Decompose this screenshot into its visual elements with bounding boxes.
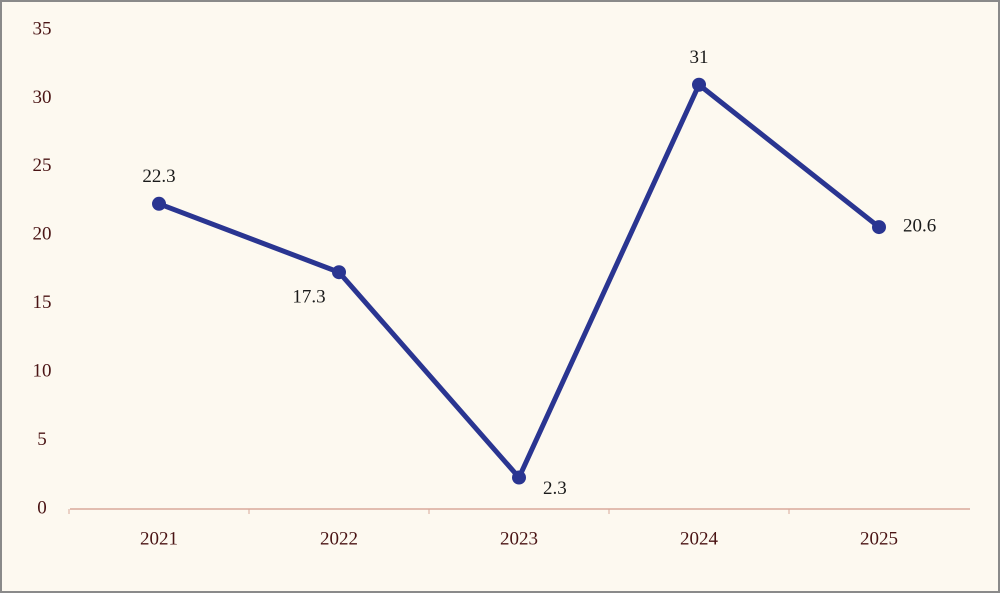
y-tick-label: 35: [33, 18, 52, 39]
marker: [152, 196, 166, 211]
marker: [872, 220, 886, 235]
data-label: 22.3: [142, 166, 175, 187]
marker: [332, 265, 346, 280]
marker: [512, 470, 526, 485]
y-tick-label: 0: [37, 497, 47, 518]
x-tick-label: 2025: [860, 528, 898, 549]
data-label: 17.3: [292, 287, 325, 308]
data-label: 31: [690, 47, 709, 68]
x-tick-label: 2022: [320, 528, 358, 549]
y-tick-label: 5: [37, 429, 47, 450]
y-tick-label: 20: [33, 224, 52, 245]
marker: [692, 77, 706, 92]
y-tick-label: 10: [33, 361, 52, 382]
x-tick-label: 2021: [140, 528, 178, 549]
y-tick-label: 15: [33, 292, 52, 313]
x-tick-label: 2023: [500, 528, 538, 549]
data-label: 2.3: [543, 478, 567, 499]
data-label: 20.6: [903, 215, 936, 236]
y-tick-label: 30: [33, 87, 52, 108]
y-tick-label: 25: [33, 155, 52, 176]
x-tick-label: 2024: [680, 528, 719, 549]
